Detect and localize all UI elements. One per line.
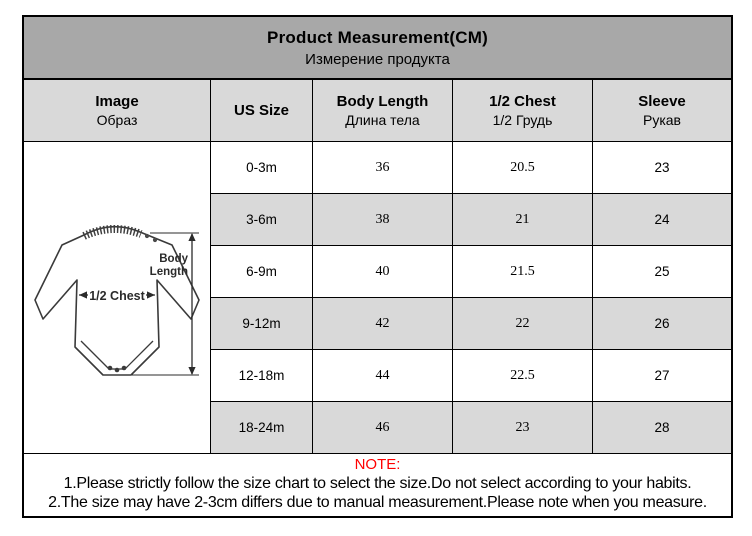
table-row-4-sleeve: 27 <box>593 350 731 402</box>
bodysuit-measurement-diagram: 1/2 Chest Body Length <box>34 224 200 376</box>
table-row-1-sleeve: 24 <box>593 194 731 246</box>
header-sleeve-ru: Рукав <box>643 112 681 128</box>
header-body-length: Body Length Длина тела <box>313 80 453 142</box>
table-row-1-half-chest: 21 <box>453 194 593 246</box>
table-row-0-half-chest: 20.5 <box>453 142 593 194</box>
us-size-value: 18-24m <box>238 420 285 435</box>
table-row-0-sleeve: 23 <box>593 142 731 194</box>
body-length-value: 44 <box>375 367 390 383</box>
table-title-en: Product Measurement(CM) <box>267 27 488 47</box>
snap-dot-3 <box>121 365 127 370</box>
header-image: Image Образ <box>24 80 211 142</box>
header-sleeve: Sleeve Рукав <box>593 80 731 142</box>
snap-dot-2 <box>114 367 120 372</box>
us-size-value: 9-12m <box>242 316 281 331</box>
body-length-value: 46 <box>375 419 390 435</box>
note-line-2: 2.The size may have 2-3cm differs due to… <box>48 494 707 511</box>
snap-dot-1 <box>107 365 113 370</box>
half-chest-value: 21.5 <box>510 263 535 279</box>
table-row-1-us-size: 3-6m <box>211 194 313 246</box>
chest-label-bg <box>88 286 146 303</box>
header-us-size: US Size <box>211 80 313 142</box>
table-row-3-sleeve: 26 <box>593 298 731 350</box>
body-length-value: 36 <box>375 159 390 175</box>
crotch-band-left <box>80 340 110 369</box>
sleeve-value: 26 <box>654 316 670 331</box>
body-length-value: 38 <box>375 211 390 227</box>
body-length-value: 40 <box>375 263 390 279</box>
table-row-4-body-length: 44 <box>313 350 453 402</box>
header-image-ru: Образ <box>96 112 138 128</box>
header-us-size-en: US Size <box>233 102 290 119</box>
table-row-3-body-length: 42 <box>313 298 453 350</box>
note-section: NOTE: 1.Please strictly follow the size … <box>24 454 731 514</box>
sleeve-value: 25 <box>654 264 670 279</box>
shoulder-button-2 <box>152 237 158 242</box>
sleeve-value: 28 <box>654 420 670 435</box>
note-line-1: 1.Please strictly follow the size chart … <box>63 475 692 492</box>
table-row-4-half-chest: 22.5 <box>453 350 593 402</box>
table-row-0-us-size: 0-3m <box>211 142 313 194</box>
header-half-chest: 1/2 Chest 1/2 Грудь <box>453 80 593 142</box>
body-length-arrowhead-bottom <box>188 366 196 375</box>
size-chart-table: Product Measurement(CM) Измерение продук… <box>22 15 733 518</box>
note-heading: NOTE: <box>354 456 401 473</box>
chest-label: 1/2 Chest <box>89 289 145 303</box>
garment-diagram-cell: 1/2 Chest Body Length <box>24 142 211 454</box>
table-row-5-us-size: 18-24m <box>211 402 313 454</box>
body-length-arrowhead-top <box>188 232 196 241</box>
table-row-2-half-chest: 21.5 <box>453 246 593 298</box>
measurement-grid: Image Образ US Size Body Length Длина те… <box>24 80 731 514</box>
sleeve-value: 23 <box>654 160 670 175</box>
half-chest-value: 22.5 <box>510 367 535 383</box>
table-row-3-us-size: 9-12m <box>211 298 313 350</box>
table-row-2-sleeve: 25 <box>593 246 731 298</box>
table-row-5-half-chest: 23 <box>453 402 593 454</box>
crotch-band-right <box>124 340 154 369</box>
table-row-3-half-chest: 22 <box>453 298 593 350</box>
us-size-value: 0-3m <box>246 160 277 175</box>
table-title-bar: Product Measurement(CM) Измерение продук… <box>24 17 731 80</box>
table-row-2-us-size: 6-9m <box>211 246 313 298</box>
half-chest-value: 22 <box>515 315 530 331</box>
table-row-4-us-size: 12-18m <box>211 350 313 402</box>
body-length-value: 42 <box>375 315 390 331</box>
table-row-5-sleeve: 28 <box>593 402 731 454</box>
shoulder-button-1 <box>144 233 150 238</box>
header-sleeve-en: Sleeve <box>638 93 686 110</box>
body-length-label-line2: Length <box>150 266 188 278</box>
sleeve-value: 27 <box>654 368 670 383</box>
chest-arrowhead-right <box>147 290 155 299</box>
header-body-length-en: Body Length <box>336 93 429 110</box>
header-half-chest-en: 1/2 Chest <box>489 93 556 110</box>
half-chest-value: 21 <box>515 211 530 227</box>
table-title-ru: Измерение продукта <box>305 50 450 68</box>
header-image-en: Image <box>95 93 139 110</box>
body-length-label-line1: Body <box>159 253 188 265</box>
table-row-5-body-length: 46 <box>313 402 453 454</box>
half-chest-value: 20.5 <box>510 159 535 175</box>
table-row-0-body-length: 36 <box>313 142 453 194</box>
us-size-value: 3-6m <box>246 212 277 227</box>
us-size-value: 6-9m <box>246 264 277 279</box>
table-row-2-body-length: 40 <box>313 246 453 298</box>
header-body-length-ru: Длина тела <box>345 112 420 128</box>
half-chest-value: 23 <box>515 419 530 435</box>
table-row-1-body-length: 38 <box>313 194 453 246</box>
sleeve-value: 24 <box>654 212 670 227</box>
chest-arrowhead-left <box>79 290 87 299</box>
header-half-chest-ru: 1/2 Грудь <box>492 112 553 128</box>
us-size-value: 12-18m <box>238 368 285 383</box>
